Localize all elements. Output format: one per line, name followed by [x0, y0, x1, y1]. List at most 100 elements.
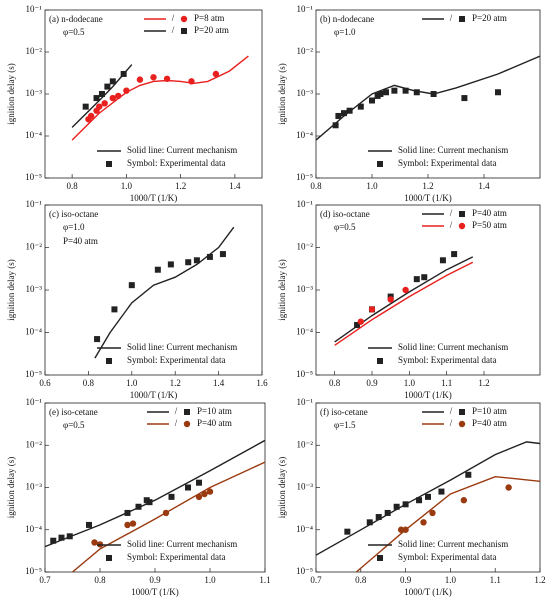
data-point: [341, 110, 347, 117]
x-axis-label: 1000/T (1/K): [404, 193, 452, 203]
panel: 10⁻⁵ 10⁻⁴ 10⁻³ 10⁻² 10⁻¹ 0.6 0.8 1.0 1.2 1.4 1.6 10…: [6, 199, 268, 400]
data-point: [87, 112, 95, 120]
y-axis-label: ignition delay (s): [6, 63, 16, 125]
x-tick-label: 1.2: [170, 378, 181, 388]
data-point: [154, 266, 161, 273]
y-tick-label: 10⁻²: [26, 439, 43, 449]
legend-label: P=10 atm: [197, 406, 232, 416]
y-axis-label: ignition delay (s): [277, 63, 287, 125]
plot-area: [316, 55, 540, 141]
data-point: [383, 89, 389, 96]
legend-marker: [183, 420, 191, 428]
legend-separator: /: [172, 25, 175, 35]
y-tick-label: 10⁻²: [26, 46, 43, 56]
x-tick-label: 0.9: [149, 575, 161, 585]
note-symbol: Symbol: Experimental data: [398, 158, 496, 168]
x-tick-label: 1.6: [256, 378, 268, 388]
panel-condition: P=40 atm: [63, 236, 98, 246]
x-tick-label: 1.1: [259, 575, 270, 585]
data-point: [185, 484, 191, 491]
y-axis-label: ignition delay (s): [6, 259, 16, 321]
data-point: [402, 501, 409, 508]
data-point: [402, 286, 409, 294]
x-tick-label: 0.6: [39, 378, 51, 388]
y-tick-label: 10⁻⁴: [296, 130, 313, 140]
note-symbol: Symbol: Experimental data: [398, 355, 496, 365]
x-tick-label: 1.2: [478, 378, 489, 388]
note-line: Solid line: Current mechanism: [398, 342, 508, 352]
data-point: [413, 89, 420, 96]
model-line: [355, 475, 540, 572]
x-tick-label: 0.8: [310, 181, 322, 191]
note-symbol-sample: [377, 358, 383, 364]
data-point: [416, 497, 423, 504]
data-point: [495, 89, 501, 96]
x-tick-label: 1.0: [126, 378, 138, 388]
y-tick-label: 10⁻¹: [297, 199, 314, 209]
y-tick-label: 10⁻⁵: [25, 172, 42, 182]
legend-label: P=10 atm: [472, 406, 507, 416]
x-tick-label: 1.0: [366, 181, 378, 191]
y-tick-label: 10⁻⁴: [296, 524, 313, 534]
y-tick-label: 10⁻²: [297, 46, 314, 56]
legend-label: P=50 atm: [472, 220, 507, 230]
y-tick-label: 10⁻³: [297, 482, 314, 492]
x-tick-label: 1.0: [204, 575, 216, 585]
x-tick-label: 1.0: [404, 378, 416, 388]
legend-label: P=40 atm: [472, 208, 507, 218]
data-point: [430, 91, 437, 97]
data-point: [391, 87, 398, 94]
panel-subtitle: φ=1.0: [334, 27, 356, 37]
y-tick-label: 10⁻⁴: [25, 130, 42, 140]
y-axis-label: ignition delay (s): [6, 457, 16, 519]
panel-title: (f) iso-cetane: [320, 407, 368, 417]
data-point: [212, 70, 220, 78]
x-tick-label: 1.2: [534, 575, 545, 585]
y-tick-label: 10⁻²: [26, 242, 43, 252]
y-tick-label: 10⁻⁵: [296, 369, 313, 379]
model-line: [45, 439, 265, 548]
y-axis-label: ignition delay (s): [277, 457, 287, 519]
data-point: [369, 97, 375, 104]
x-tick-label: 0.9: [400, 575, 412, 585]
legend-separator: /: [450, 220, 453, 230]
note-symbol-sample: [377, 555, 383, 561]
x-axis-label: 1000/T (1/K): [130, 193, 178, 203]
legend-marker: [459, 16, 465, 22]
data-point: [357, 103, 364, 110]
y-tick-label: 10⁻⁴: [296, 327, 313, 337]
data-point: [91, 539, 98, 546]
data-point: [162, 509, 170, 517]
legend-separator: /: [175, 418, 178, 428]
data-point: [465, 471, 472, 478]
data-point: [167, 261, 174, 268]
data-point: [135, 503, 142, 510]
data-point: [101, 100, 108, 107]
legend-label: P=20 atm: [194, 25, 229, 35]
data-point: [146, 499, 153, 506]
legend-label: P=40 atm: [197, 418, 232, 428]
x-tick-label: 1.2: [175, 181, 186, 191]
data-point: [150, 74, 157, 81]
panel-title: (d) iso-octane: [320, 209, 370, 219]
data-point: [50, 537, 57, 544]
y-tick-label: 10⁻⁵: [296, 566, 313, 576]
legend-separator: /: [172, 13, 175, 23]
data-point: [335, 112, 342, 119]
y-tick-label: 10⁻⁵: [25, 566, 42, 576]
data-point: [439, 257, 446, 264]
legend-marker: [458, 420, 466, 428]
data-point: [93, 95, 100, 102]
x-tick-label: 1.0: [445, 575, 457, 585]
plot-area: [94, 226, 235, 359]
model-line: [94, 226, 235, 359]
data-point: [219, 251, 226, 258]
legend-marker: [458, 222, 466, 230]
y-tick-label: 10⁻³: [297, 88, 314, 98]
panel: 10⁻⁵ 10⁻⁴ 10⁻³ 10⁻² 10⁻¹ 0.7 0.8 0.9 1.0 1.1 1.2 10…: [277, 397, 546, 597]
data-point: [384, 509, 391, 516]
data-point: [332, 122, 339, 129]
note-line: Solid line: Current mechanism: [127, 342, 237, 352]
x-tick-label: 0.8: [329, 378, 341, 388]
data-point: [188, 78, 195, 85]
